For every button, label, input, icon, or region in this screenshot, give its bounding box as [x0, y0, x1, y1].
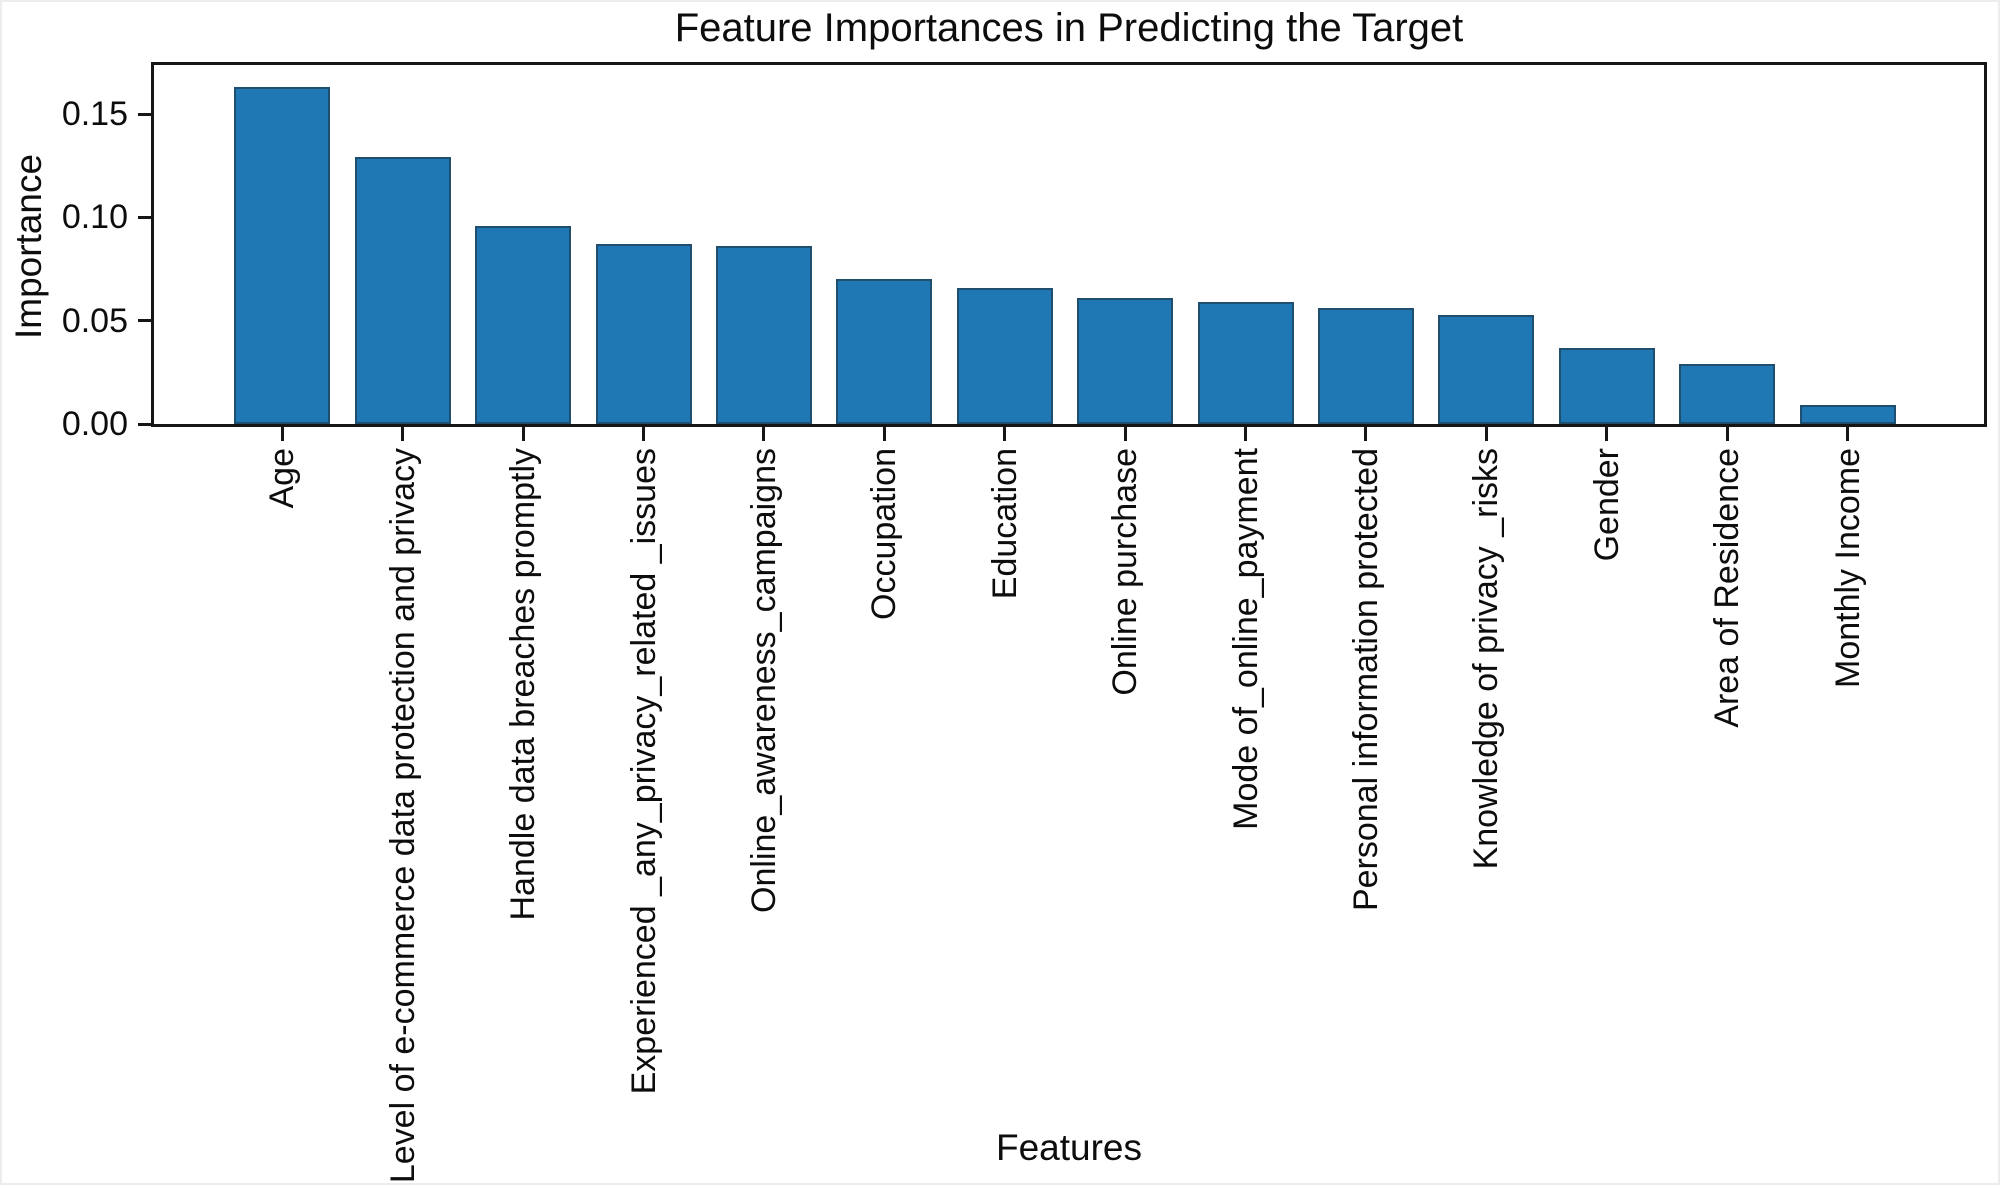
x-tick-mark	[762, 427, 766, 441]
x-tick-label: Area of Residence	[1708, 448, 1747, 728]
x-tick-mark	[521, 427, 525, 441]
x-tick-label: Education	[985, 448, 1024, 600]
bar	[475, 226, 572, 424]
x-tick-mark	[1484, 427, 1488, 441]
bar	[715, 246, 812, 424]
y-tick-mark	[138, 112, 154, 116]
x-tick-mark	[1725, 427, 1729, 441]
x-tick-mark	[1846, 427, 1849, 441]
x-tick-label: Level of e-commerce data protection and …	[383, 448, 422, 1184]
x-tick-label: Experienced _any_privacy_related _issues	[624, 448, 663, 1095]
chart-title: Feature Importances in Predicting the Ta…	[674, 6, 1464, 50]
y-tick-mark	[138, 319, 154, 323]
bar	[1438, 315, 1535, 424]
bar	[1317, 308, 1414, 424]
x-tick-mark	[642, 427, 645, 441]
bar	[354, 157, 451, 424]
x-tick-label: Handle data breaches promptly	[504, 448, 543, 921]
x-tick-mark	[1123, 427, 1127, 441]
x-tick-label: Personal information protected	[1346, 448, 1385, 912]
x-tick-mark	[280, 427, 284, 441]
y-tick-label: 0.10	[61, 198, 128, 237]
x-tick-mark	[1364, 427, 1368, 441]
bar	[595, 244, 692, 424]
x-tick-label: Online_awareness_campaigns	[744, 448, 783, 913]
x-tick-label: Knowledge of privacy _risks	[1467, 448, 1506, 870]
x-tick-mark	[882, 427, 886, 441]
x-tick-mark	[1244, 427, 1247, 441]
bar	[1799, 405, 1896, 424]
y-tick-mark	[138, 422, 154, 426]
x-tick-label: Gender	[1587, 448, 1626, 562]
x-tick-mark	[1003, 427, 1007, 441]
y-tick-mark	[138, 215, 154, 219]
y-tick-label: 0.05	[61, 301, 128, 340]
bar	[234, 87, 331, 424]
x-axis-label: Features	[995, 1127, 1142, 1168]
bar	[1679, 364, 1776, 424]
x-tick-label: Mode of_online_payment	[1226, 448, 1265, 830]
x-tick-label: Online purchase	[1106, 448, 1145, 696]
bar	[836, 279, 933, 424]
bar	[1558, 348, 1655, 424]
bar	[956, 288, 1053, 424]
y-tick-label: 0.15	[61, 95, 128, 134]
bar	[1077, 298, 1174, 424]
x-tick-label: Monthly Income	[1828, 448, 1867, 688]
bar	[1197, 302, 1294, 424]
y-tick-label: 0.00	[61, 405, 128, 443]
x-tick-mark	[401, 427, 405, 441]
x-tick-mark	[1605, 427, 1609, 441]
x-tick-label: Occupation	[865, 448, 904, 620]
x-tick-label: Age	[263, 448, 302, 509]
